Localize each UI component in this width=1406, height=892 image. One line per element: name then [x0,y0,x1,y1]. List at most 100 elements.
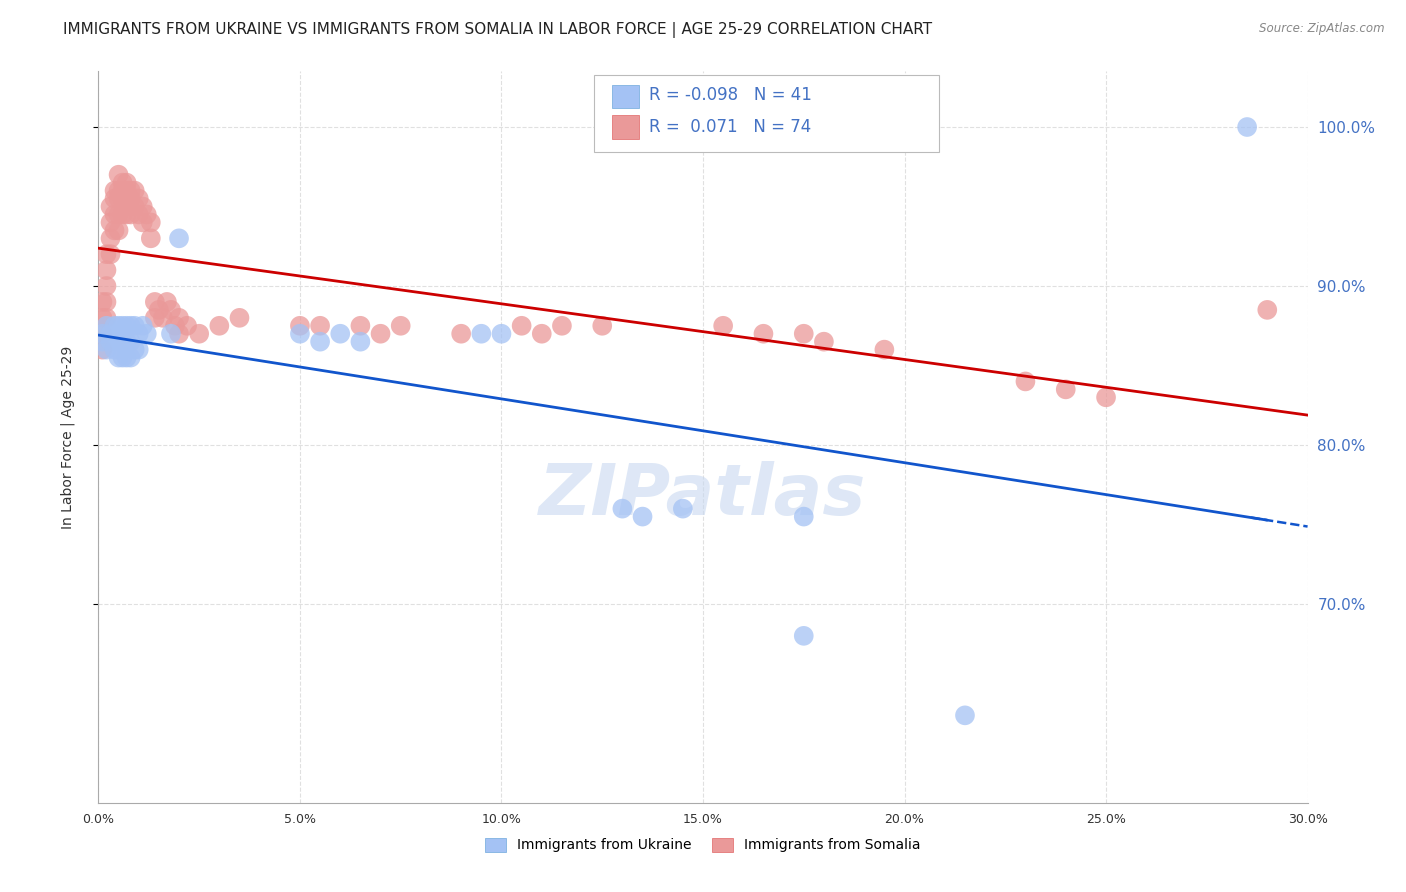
Point [96,318,118,333]
Point [631,509,654,524]
Point [752,326,775,341]
Point [100,326,122,341]
Point [551,318,574,333]
Point [103,343,125,357]
Point [111,334,134,349]
Point [167,231,190,245]
Point [115,176,138,190]
Bar [613,85,638,108]
Point [111,184,134,198]
Point [873,343,896,357]
Point [107,207,129,221]
Text: Source: ZipAtlas.com: Source: ZipAtlas.com [1260,22,1385,36]
Point [115,184,138,198]
Point [132,318,155,333]
Point [160,302,183,317]
Point [115,192,138,206]
Point [1236,120,1258,134]
Point [128,343,150,357]
Point [510,318,533,333]
Point [135,207,157,221]
Point [100,247,122,261]
Point [208,318,231,333]
Point [107,223,129,237]
Point [96,279,118,293]
Point [111,176,134,190]
Point [103,192,125,206]
Point [107,318,129,333]
Point [450,326,472,341]
Point [124,184,146,198]
Point [107,351,129,365]
Point [711,318,734,333]
Point [111,192,134,206]
Point [91,310,114,325]
Point [107,184,129,198]
Point [288,318,311,333]
Point [530,326,553,341]
Point [128,326,150,341]
Point [115,351,138,365]
Point [100,334,122,349]
Point [491,326,513,341]
Point [167,326,190,341]
Point [91,326,114,341]
Point [111,351,134,365]
Point [132,200,155,214]
Point [309,318,332,333]
Point [793,326,815,341]
Point [103,184,125,198]
Point [167,310,190,325]
Point [349,334,371,349]
Point [793,509,815,524]
Text: R =  0.071   N = 74: R = 0.071 N = 74 [648,118,811,136]
Point [188,326,211,341]
Point [132,215,155,229]
Text: ZIPatlas: ZIPatlas [540,461,866,530]
Point [120,334,142,349]
Y-axis label: In Labor Force | Age 25-29: In Labor Force | Age 25-29 [60,345,75,529]
Point [96,310,118,325]
Point [288,326,311,341]
Point [1014,375,1036,389]
Point [91,294,114,309]
Point [156,294,179,309]
Point [793,629,815,643]
Point [1095,390,1118,404]
Point [91,334,114,349]
Point [124,318,146,333]
Point [152,310,174,325]
Point [128,207,150,221]
Point [389,318,412,333]
Point [103,318,125,333]
Point [96,343,118,357]
Point [1054,383,1077,397]
Point [103,207,125,221]
Point [111,318,134,333]
Point [120,184,142,198]
Point [135,326,157,341]
Point [91,343,114,357]
Point [120,192,142,206]
Point [120,318,142,333]
Point [100,200,122,214]
Point [470,326,492,341]
Point [120,207,142,221]
Point [107,334,129,349]
Point [115,334,138,349]
Point [329,326,352,341]
Point [124,200,146,214]
Point [128,192,150,206]
Point [591,318,613,333]
Point [96,247,118,261]
Point [96,263,118,277]
Point [139,215,162,229]
Point [349,318,371,333]
FancyBboxPatch shape [595,75,939,152]
Point [612,501,634,516]
Point [953,708,976,723]
Point [139,231,162,245]
Text: R = -0.098   N = 41: R = -0.098 N = 41 [648,87,811,104]
Point [96,294,118,309]
Point [148,302,170,317]
